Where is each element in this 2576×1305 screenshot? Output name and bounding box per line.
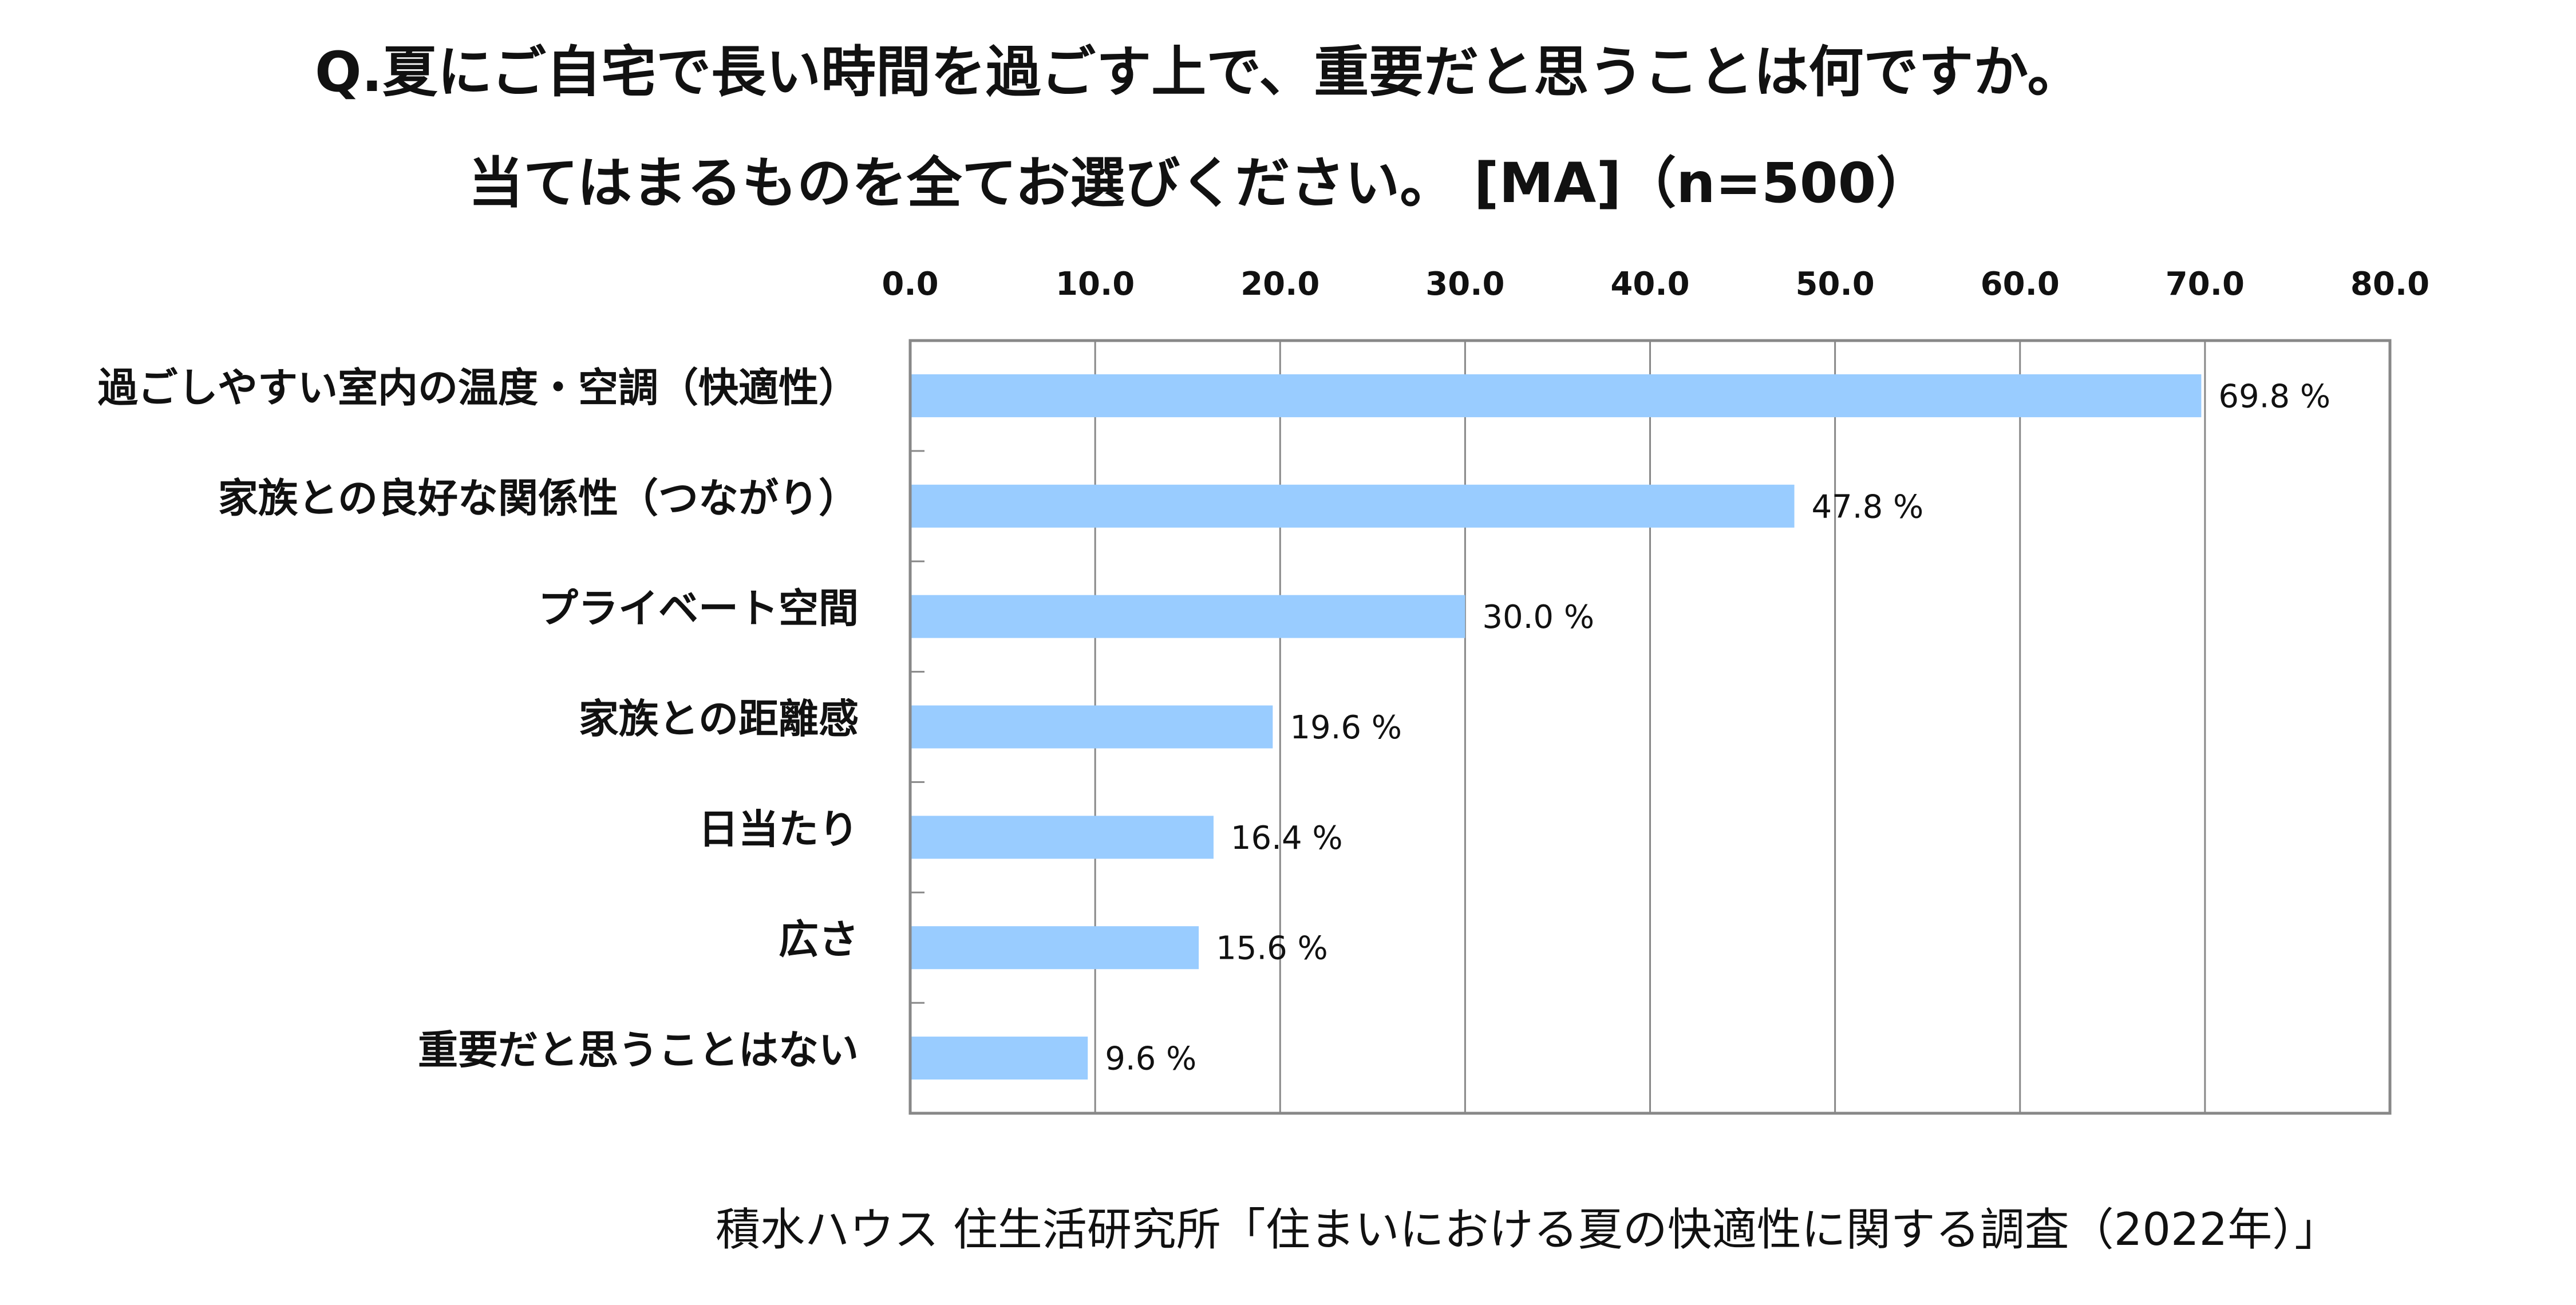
- x-tick-label: 30.0: [1425, 266, 1504, 303]
- category-label: 日当たり: [698, 806, 859, 853]
- data-label: 16.4 %: [1231, 820, 1343, 857]
- x-tick-label: 10.0: [1056, 266, 1135, 303]
- chart-title-line-1: Q.夏にご自宅で長い時間を過ごす上で、重要だと思うことは何ですか。: [315, 40, 2083, 104]
- data-label: 30.0 %: [1482, 599, 1594, 636]
- bar: [910, 595, 1465, 638]
- category-label: 家族との距離感: [579, 695, 859, 742]
- bar: [910, 374, 2202, 417]
- source-note: 積水ハウス 住生活研究所「住まいにおける夏の快適性に関する調査（2022年）」: [716, 1204, 2340, 1256]
- data-label: 19.6 %: [1290, 709, 1402, 746]
- x-tick-label: 50.0: [1796, 266, 1875, 303]
- chart-title-line-2: 当てはまるものを全てお選びください。 [MA]（n=500）: [468, 151, 1931, 215]
- data-label: 47.8 %: [1812, 488, 1924, 525]
- category-label: 重要だと思うことはない: [418, 1027, 859, 1074]
- bar: [910, 926, 1199, 970]
- data-label: 15.6 %: [1216, 930, 1328, 967]
- category-label: 過ごしやすい室内の温度・空調（快適性）: [98, 364, 859, 411]
- x-tick-label: 70.0: [2166, 266, 2245, 303]
- x-tick-label: 0.0: [882, 266, 938, 303]
- data-label: 9.6 %: [1105, 1041, 1196, 1078]
- bar: [910, 705, 1273, 749]
- plot-border: [908, 339, 2392, 1115]
- x-tick-label: 80.0: [2350, 266, 2429, 303]
- data-label: 69.8 %: [2218, 378, 2330, 415]
- x-tick-label: 20.0: [1240, 266, 1319, 303]
- category-label: 広さ: [779, 916, 859, 963]
- bar: [910, 484, 1795, 528]
- bar: [910, 1037, 1088, 1080]
- bar: [910, 816, 1214, 859]
- category-label: プライベート空間: [538, 585, 859, 632]
- category-label: 家族との良好な関係性（つながり）: [218, 474, 859, 521]
- x-tick-label: 40.0: [1610, 266, 1689, 303]
- x-tick-label: 60.0: [1981, 266, 2060, 303]
